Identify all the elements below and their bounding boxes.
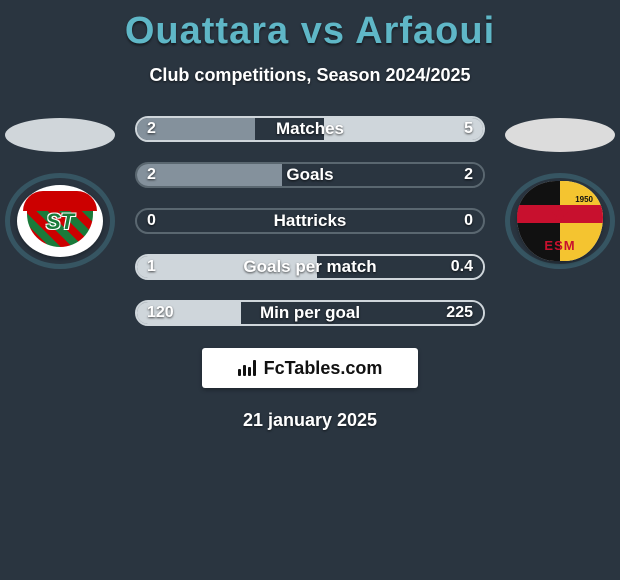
- stat-label: Matches: [135, 119, 485, 139]
- title-player-right: Arfaoui: [355, 10, 495, 52]
- stat-label: Hattricks: [135, 211, 485, 231]
- club-emblem-left-icon: ST: [17, 185, 103, 257]
- star-icon: ★: [550, 202, 570, 228]
- bar-chart-icon: [238, 360, 258, 376]
- stat-content: 2Goals2: [135, 162, 485, 188]
- stat-label: Min per goal: [135, 303, 485, 323]
- stat-label: Goals per match: [135, 257, 485, 277]
- brand-label: FcTables.com: [264, 358, 383, 379]
- stat-label: Goals: [135, 165, 485, 185]
- stat-content: 0Hattricks0: [135, 208, 485, 234]
- stat-content: 1Goals per match0.4: [135, 254, 485, 280]
- club-emblem-right-icon: 1950 ★ ESM: [517, 181, 603, 261]
- club-right-code: ESM: [517, 238, 603, 253]
- stat-content: 2Matches5: [135, 116, 485, 142]
- stat-row: 2Matches5: [135, 116, 485, 142]
- title-vs: vs: [301, 10, 345, 52]
- comparison-card: Ouattara vs Arfaoui Club competitions, S…: [0, 0, 620, 580]
- brand-box[interactable]: FcTables.com: [202, 348, 418, 388]
- stat-row: 1Goals per match0.4: [135, 254, 485, 280]
- right-player-column: 1950 ★ ESM: [500, 118, 620, 264]
- stat-row: 0Hattricks0: [135, 208, 485, 234]
- stat-row: 120Min per goal225: [135, 300, 485, 326]
- player-ellipse-right: [505, 118, 615, 152]
- stats-block: 2Matches5 2Goals2 0Hattricks0 1Goals per ma…: [135, 116, 485, 326]
- player-ellipse-left: [5, 118, 115, 152]
- stat-content: 120Min per goal225: [135, 300, 485, 326]
- subtitle: Club competitions, Season 2024/2025: [0, 65, 620, 86]
- club-badge-left: ST: [10, 178, 110, 264]
- left-player-column: ST: [0, 118, 120, 264]
- club-badge-right: 1950 ★ ESM: [510, 178, 610, 264]
- title-player-left: Ouattara: [125, 10, 289, 52]
- date-text: 21 january 2025: [0, 410, 620, 431]
- stat-row: 2Goals2: [135, 162, 485, 188]
- club-left-code: ST: [46, 209, 74, 235]
- club-right-year: 1950: [575, 195, 593, 204]
- page-title: Ouattara vs Arfaoui: [0, 0, 620, 53]
